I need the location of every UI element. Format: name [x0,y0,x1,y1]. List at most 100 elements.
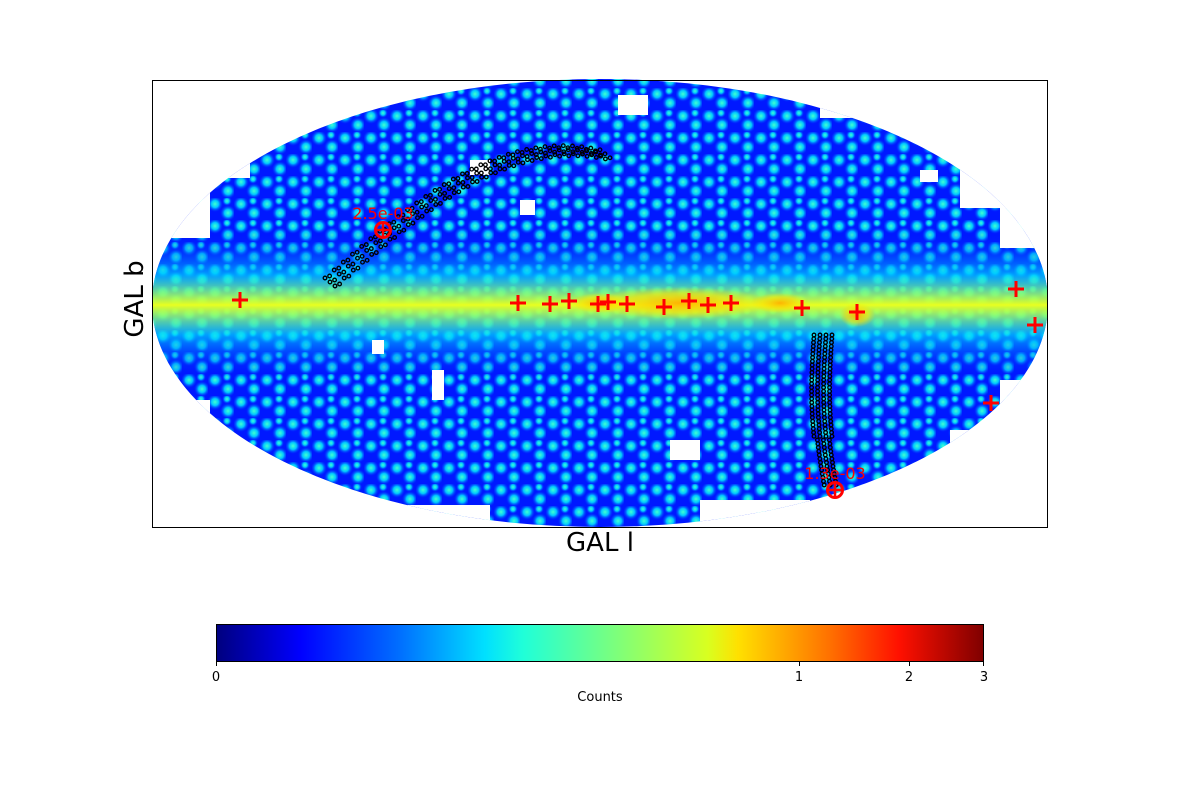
track-point [588,150,594,156]
cross-marker [983,395,999,411]
track-point [478,170,484,176]
track-point [415,215,420,221]
track-point [437,186,443,192]
track-point [360,259,365,265]
track-point [597,147,603,153]
axes-frame [152,80,1048,528]
track-point [355,265,361,271]
x-axis-label: GAL l [566,528,634,558]
track-point [502,166,508,172]
track-point [455,176,461,181]
track-point [829,433,835,439]
track-point [570,143,575,149]
track-point [446,181,452,187]
track-point [537,146,543,152]
track-point [350,267,356,273]
track-point [451,185,457,191]
track-point [340,259,346,265]
track-point [487,158,493,164]
track-point [473,166,479,172]
track-point [369,251,375,257]
track-point [538,156,544,162]
track-point [350,251,355,257]
track-point [460,180,466,185]
source-markers [232,281,1043,411]
track-point [377,238,383,244]
track-point [382,242,388,248]
track-point [373,240,379,246]
track-point [492,158,498,164]
track-point [511,163,517,169]
track-point [419,213,425,219]
track-point [602,151,608,157]
track-point [579,149,585,155]
track-point [409,205,415,211]
track-point [464,171,470,176]
track-point [331,267,337,273]
track-point [552,152,558,158]
track-point [451,190,457,196]
track-point [823,433,829,439]
track-point [336,265,342,271]
track-point [602,156,608,162]
track-point [483,174,489,180]
colorbar-tick-0: 0 [211,670,221,685]
cross-marker [590,296,606,312]
track-point [492,170,498,176]
track-point [529,151,535,156]
track-point [547,148,553,154]
track-point [583,146,589,152]
track-point [566,153,572,159]
colorbar-tick-2: 2 [904,670,914,685]
track-point [456,189,462,195]
track-point [515,156,521,162]
track-point [533,145,539,151]
track-point [542,150,548,156]
track-point [392,235,398,240]
track-point [496,154,502,160]
track-point [817,433,823,439]
y-axis-label: GAL b [120,260,150,338]
track-point [405,216,411,222]
colorbar-tick-1: 1 [794,670,804,685]
track-point [557,153,563,159]
track-point [465,175,470,181]
track-point [482,162,488,168]
track-point [520,160,526,166]
track-point [469,166,475,172]
track-point [346,273,352,279]
track-point [345,263,351,269]
track-point [419,204,425,210]
track-point [460,171,465,177]
track-point [359,243,365,249]
track-point [395,214,401,220]
track-point [547,154,553,160]
track-point [432,187,438,193]
track-point [332,277,338,283]
track-point [396,229,402,235]
cross-marker [1008,281,1024,297]
track-point [487,166,493,172]
cross-marker [1027,317,1043,333]
track-point [336,271,342,277]
track-point [332,283,338,289]
colorbar-ticks [216,662,984,666]
cross-marker [656,299,672,315]
track-point [592,148,598,154]
track-point [327,279,333,285]
track-point [551,143,557,149]
cross-marker [542,296,558,312]
track-point [533,152,539,158]
track-point [469,175,475,180]
track-point [359,253,365,259]
track-point [414,209,420,215]
track-point [447,194,453,200]
track-point [497,162,503,168]
track-point [364,247,370,253]
track-point [542,144,548,150]
track-point [821,482,827,488]
track-point [427,192,433,198]
track-point [423,203,429,209]
track-point [552,149,558,155]
